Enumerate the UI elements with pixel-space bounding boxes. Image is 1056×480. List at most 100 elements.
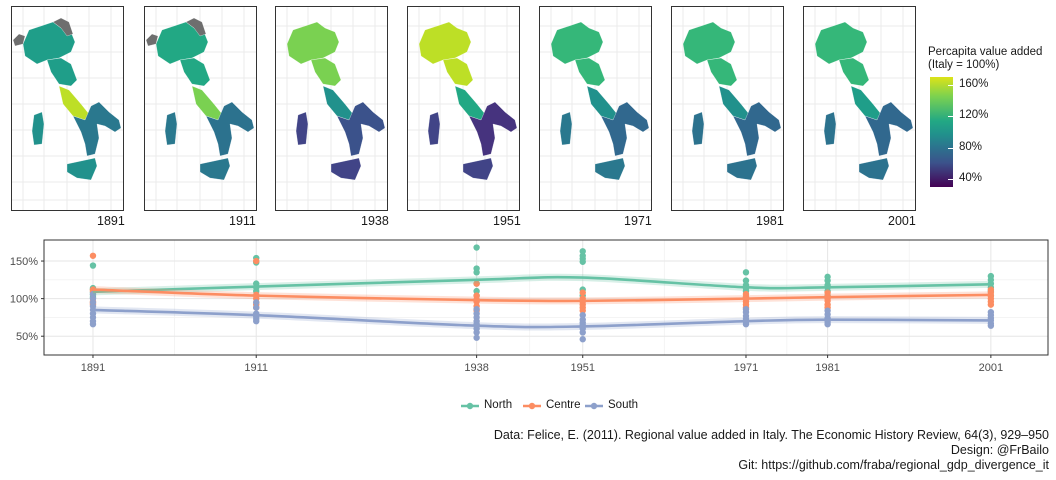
region-north-central	[46, 57, 78, 87]
map-panel-1891	[11, 6, 124, 211]
region-north-central	[310, 57, 342, 87]
colorbar-legend-title: Percapita value added (Italy = 100%)	[928, 46, 1043, 71]
region-north-central	[442, 57, 474, 87]
legend-key-north	[461, 402, 479, 410]
region-south	[205, 101, 255, 157]
region-north-central	[574, 57, 606, 87]
italy-map-1951	[407, 6, 520, 211]
legend-label: South	[608, 399, 639, 411]
region-no-data-west	[145, 33, 159, 47]
region-south	[732, 101, 782, 157]
y-tick-label: 100%	[10, 294, 38, 306]
point-south	[824, 320, 831, 328]
point-centre	[987, 301, 995, 308]
region-sicily	[330, 157, 362, 181]
colorbar-tick-mark	[948, 84, 953, 86]
point-south	[89, 320, 97, 328]
point-centre	[579, 289, 586, 296]
y-tick-label: 150%	[10, 256, 38, 268]
colorbar	[930, 77, 953, 187]
region-sardinia	[31, 111, 45, 146]
point-south	[473, 329, 480, 336]
point-centre	[89, 252, 97, 259]
region-sardinia	[559, 111, 573, 146]
point-north	[89, 262, 97, 269]
map-year-label: 1891	[97, 214, 125, 228]
plot-border	[43, 239, 1049, 356]
region-north	[418, 21, 472, 65]
region-no-data	[52, 17, 74, 37]
point-north	[473, 244, 480, 251]
region-no-data-west	[12, 33, 26, 47]
trend-line-south	[92, 308, 991, 329]
map-year-label: 1981	[756, 214, 784, 228]
italy-map-1938	[275, 6, 388, 211]
map-panel-2001	[803, 6, 916, 211]
caption-design: Design: @FrBailo	[950, 443, 1049, 457]
colorbar-tick-label: 40%	[959, 172, 983, 185]
point-south	[579, 329, 586, 336]
italy-map-1891	[11, 6, 124, 211]
region-south	[336, 101, 386, 157]
region-sardinia	[427, 111, 441, 146]
maps-row: 1891 1911 1938 1951 1971 1981 2001	[11, 6, 916, 228]
colorbar-tick-mark	[948, 179, 953, 181]
region-sicily	[462, 157, 494, 181]
x-tick-label: 1951	[570, 362, 594, 374]
line-chart: 50% 100% 150% 1891 1911 1938 1951 1971 1981 2001	[10, 239, 1049, 374]
x-tick-label: 1971	[734, 362, 758, 374]
region-sicily	[199, 157, 231, 181]
x-tick-label: 1981	[815, 362, 839, 374]
point-north	[579, 258, 586, 265]
region-north-central	[838, 57, 870, 87]
region-sardinia	[823, 111, 837, 146]
legend-key-south	[585, 402, 603, 410]
point-south	[987, 322, 995, 329]
region-north	[814, 21, 868, 65]
region-south	[864, 101, 914, 157]
point-north	[579, 248, 586, 255]
region-sardinia	[164, 111, 178, 146]
legend-label: North	[484, 399, 513, 411]
region-sicily	[594, 157, 626, 181]
point-south	[579, 336, 586, 343]
point-south	[473, 305, 480, 313]
region-north	[550, 21, 604, 65]
x-tick-label: 1891	[81, 362, 105, 374]
region-south	[468, 101, 518, 157]
italy-map-2001	[803, 6, 916, 211]
region-north-central	[179, 57, 211, 87]
map-year-label: 1938	[361, 214, 389, 228]
region-south	[600, 101, 650, 157]
map-panel-1951	[407, 6, 520, 211]
point-south	[253, 317, 260, 325]
map-year-label: 2001	[888, 214, 916, 228]
italy-map-1981	[671, 6, 784, 211]
region-sicily	[858, 157, 890, 181]
region-sicily	[726, 157, 758, 181]
point-centre	[253, 257, 260, 265]
caption: Data: Felice, E. (2011). Regional value …	[494, 428, 1049, 473]
region-north	[22, 21, 76, 65]
colorbar-tick-label: 80%	[959, 140, 983, 153]
point-south	[742, 320, 750, 328]
map-panel-1911	[144, 6, 257, 211]
region-north-central	[706, 57, 738, 87]
map-panel-1938	[275, 6, 388, 211]
x-tick-label: 1911	[244, 362, 268, 374]
region-no-data	[185, 17, 207, 37]
point-north	[824, 277, 831, 284]
point-north	[742, 269, 750, 276]
region-north	[286, 21, 340, 65]
point-south	[253, 299, 260, 306]
point-centre	[473, 280, 480, 287]
italy-map-1911	[144, 6, 257, 211]
trend-line-centre	[92, 288, 991, 303]
colorbar-tick-label: 120%	[959, 109, 989, 122]
map-panel-1981	[671, 6, 784, 211]
x-tick-label: 2001	[979, 362, 1003, 374]
legend-key-centre	[523, 402, 541, 410]
map-year-label: 1951	[493, 214, 521, 228]
legend-label: Centre	[546, 399, 581, 411]
y-tick-label: 50%	[16, 331, 38, 343]
